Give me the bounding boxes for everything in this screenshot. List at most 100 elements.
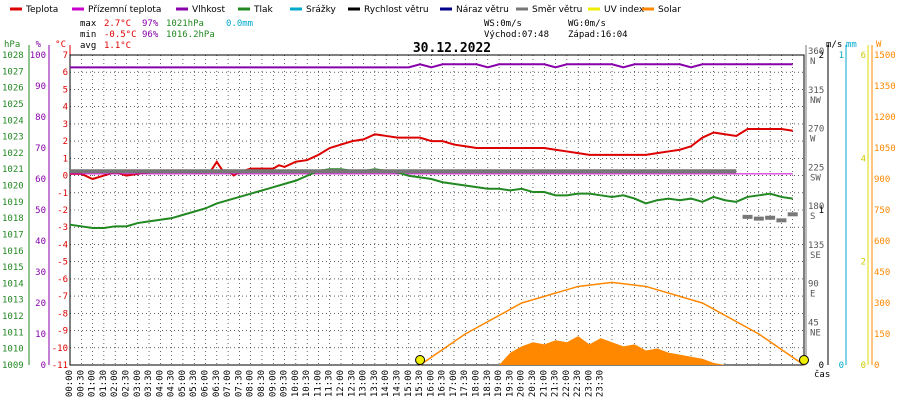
- sunset-time: Západ:16:04: [568, 30, 628, 40]
- x-tick-19: 09:30: [280, 370, 290, 397]
- solar-tick-1: 150: [874, 330, 890, 340]
- wind-dir-tick-8: 360: [808, 47, 824, 57]
- x-axis-label: čas: [814, 369, 830, 380]
- stat-max-label: max: [80, 19, 97, 29]
- humidity-tick-10: 100: [30, 51, 46, 61]
- pressure-tick-12: 1021: [2, 165, 24, 175]
- wind-dir-mark-2: [765, 215, 776, 220]
- temperature-tick-18: 7: [63, 51, 68, 61]
- wind-dir-tick-4: 180: [808, 202, 824, 212]
- humidity-unit-label: %: [36, 40, 42, 50]
- solar-tick-9: 1350: [874, 82, 896, 92]
- x-tick-32: 16:00: [426, 370, 436, 397]
- pressure-unit-label: hPa: [4, 40, 20, 50]
- temperature-tick-5: -6: [57, 275, 68, 285]
- x-tick-3: 01:30: [99, 370, 109, 397]
- x-tick-36: 18:00: [472, 370, 482, 397]
- stat-min-label: min: [80, 30, 96, 40]
- temperature-tick-15: 4: [63, 103, 68, 113]
- pressure-tick-19: 1028: [2, 51, 24, 61]
- x-tick-37: 18:30: [483, 370, 493, 397]
- uv-tick-3: 6: [861, 51, 866, 61]
- x-tick-45: 22:30: [573, 370, 583, 397]
- x-tick-13: 06:30: [212, 370, 222, 397]
- x-tick-12: 06:00: [201, 370, 211, 397]
- x-tick-38: 19:00: [494, 370, 504, 397]
- pressure-tick-13: 1022: [2, 149, 24, 159]
- humidity-tick-9: 90: [35, 82, 46, 92]
- pressure-tick-16: 1025: [2, 100, 24, 110]
- x-tick-6: 03:00: [133, 370, 143, 397]
- stat-max-rain: 0.0mm: [226, 19, 253, 29]
- humidity-tick-6: 60: [35, 175, 46, 185]
- humidity-tick-7: 70: [35, 144, 46, 154]
- solar-tick-0: 0: [874, 361, 879, 371]
- pressure-tick-17: 1026: [2, 84, 24, 94]
- sun-info: WS:0m/s WG:0m/s Východ:07:48 Západ:16:04: [484, 19, 628, 40]
- legend-label-5: Rychlost větru: [364, 5, 429, 15]
- legend-label-1: Přízemní teplota: [88, 5, 161, 15]
- x-tick-10: 05:00: [178, 370, 188, 397]
- pressure-tick-18: 1027: [2, 67, 24, 77]
- wind-dir-name-6: W: [810, 135, 816, 145]
- pressure-tick-6: 1015: [2, 263, 24, 273]
- x-tick-24: 12:00: [336, 370, 346, 397]
- temperature-tick-0: -11: [52, 361, 68, 371]
- series-line-2: [70, 63, 793, 69]
- solar-curve: [419, 281, 805, 366]
- temperature-tick-16: 5: [63, 85, 68, 95]
- plot-frame: [69, 54, 805, 366]
- x-tick-39: 19:30: [505, 370, 515, 397]
- x-tick-23: 11:30: [325, 370, 335, 397]
- uv-tick-2: 4: [861, 154, 866, 164]
- x-tick-9: 04:30: [167, 370, 177, 397]
- humidity-tick-2: 20: [35, 299, 46, 309]
- x-tick-31: 15:30: [415, 370, 425, 397]
- wind-dir-name-3: SE: [810, 251, 821, 261]
- stat-max-temp: 2.7°C: [104, 19, 131, 29]
- temperature-unit-label: °C: [55, 40, 66, 50]
- wind-dir-tick-6: 270: [808, 125, 824, 135]
- x-tick-18: 09:00: [268, 370, 278, 397]
- x-tick-29: 14:30: [392, 370, 402, 397]
- wind-speed-now: WS:0m/s: [484, 19, 522, 29]
- wind-dir-mark-3: [776, 218, 787, 223]
- sunrise-marker: [415, 355, 426, 365]
- solar-tick-2: 300: [874, 299, 890, 309]
- stat-max-press: 1021hPa: [166, 19, 204, 29]
- humidity-tick-0: 0: [41, 361, 46, 371]
- solar-unit: W: [876, 40, 882, 50]
- rain-unit: mm: [846, 40, 857, 50]
- x-tick-28: 14:00: [381, 370, 391, 397]
- temperature-tick-4: -7: [57, 292, 68, 302]
- temperature-tick-2: -9: [57, 327, 68, 337]
- x-tick-35: 17:30: [460, 370, 470, 397]
- solar-tick-8: 1200: [874, 113, 896, 123]
- x-tick-44: 22:00: [562, 370, 572, 397]
- wind-gust-now: WG:0m/s: [568, 19, 606, 29]
- x-tick-42: 21:00: [539, 370, 549, 397]
- x-tick-2: 01:00: [88, 370, 98, 397]
- temperature-tick-7: -4: [57, 240, 68, 250]
- wind-dir-name-7: NW: [810, 96, 821, 106]
- wind-dir-name-2: E: [810, 290, 815, 300]
- x-tick-22: 11:00: [313, 370, 323, 397]
- x-tick-17: 08:30: [257, 370, 267, 397]
- pressure-tick-10: 1019: [2, 198, 24, 208]
- legend-label-4: Srážky: [306, 5, 337, 15]
- stat-max-hum: 97%: [142, 19, 159, 29]
- temperature-tick-10: -1: [57, 189, 68, 199]
- uv-tick-1: 2: [861, 258, 866, 268]
- solar-tick-7: 1050: [874, 144, 896, 154]
- x-tick-47: 23:30: [596, 370, 606, 397]
- x-tick-40: 20:00: [517, 370, 527, 397]
- x-tick-30: 15:00: [404, 370, 414, 397]
- chart-title: 30.12.2022: [413, 41, 491, 56]
- pressure-tick-5: 1014: [2, 279, 24, 289]
- series-line-3: [69, 168, 793, 229]
- wind-dir-tick-1: 45: [808, 318, 819, 328]
- x-tick-16: 08:00: [246, 370, 256, 397]
- pressure-tick-9: 1018: [2, 214, 24, 224]
- legend-label-6: Náraz větru: [456, 5, 509, 15]
- x-tick-8: 04:00: [155, 370, 165, 397]
